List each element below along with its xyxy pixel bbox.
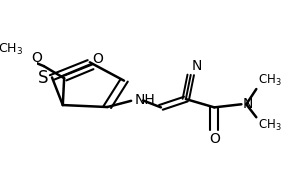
Text: CH$_3$: CH$_3$ — [258, 73, 281, 88]
Text: N: N — [192, 59, 202, 73]
Text: O: O — [93, 52, 103, 66]
Text: O: O — [209, 132, 220, 146]
Text: N: N — [243, 97, 253, 111]
Text: CH$_3$: CH$_3$ — [258, 118, 281, 133]
Text: CH$_3$: CH$_3$ — [0, 42, 23, 57]
Text: O: O — [32, 51, 43, 65]
Text: NH: NH — [134, 93, 155, 107]
Text: S: S — [38, 69, 49, 87]
